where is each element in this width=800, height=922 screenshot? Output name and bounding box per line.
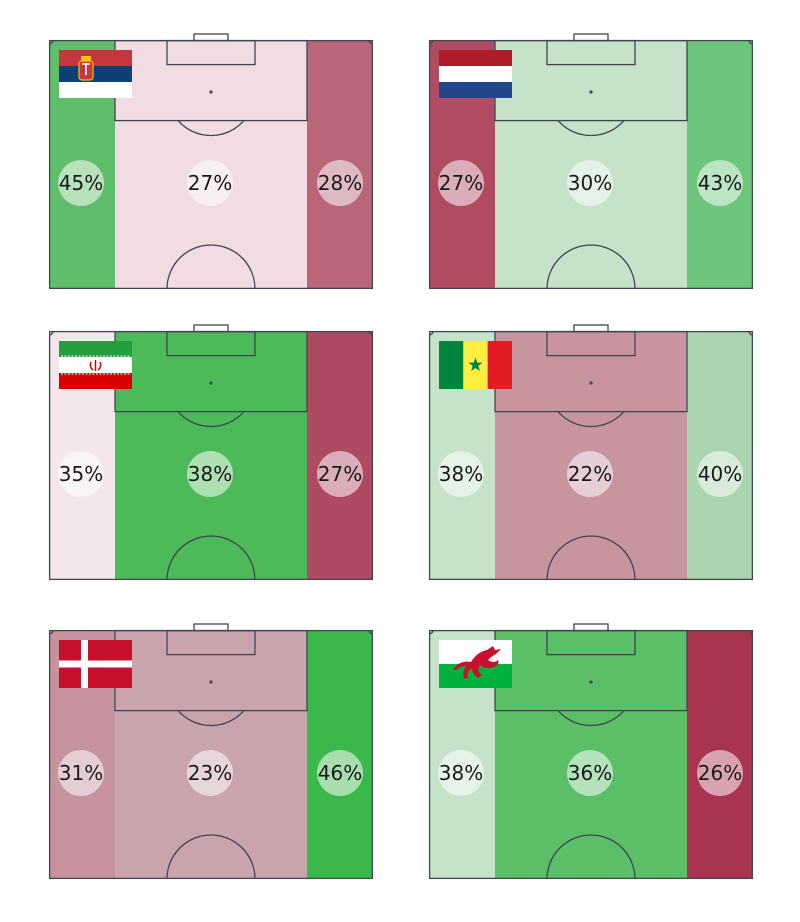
penalty-arc	[557, 120, 625, 137]
value-label-right: 46%	[318, 761, 362, 785]
centre-circle	[546, 535, 636, 581]
value-bubble	[187, 750, 233, 796]
goal	[573, 324, 609, 333]
flag-senegal	[439, 341, 512, 389]
corner-arcs	[48, 40, 374, 45]
corner-arcs	[428, 331, 754, 336]
value-bubble	[58, 160, 104, 206]
dragon-icon	[453, 646, 501, 679]
value-bubble	[187, 160, 233, 206]
goal	[573, 33, 609, 42]
penalty-arc	[557, 411, 625, 428]
value-label-left: 38%	[439, 462, 483, 486]
value-label-center: 38%	[188, 462, 232, 486]
centre-circle	[166, 244, 256, 290]
centre-circle	[546, 834, 636, 880]
centre-circle	[166, 834, 256, 880]
pitch-iran: 35% 38% 27%	[48, 324, 374, 581]
flag-serbia	[59, 50, 132, 98]
value-label-right: 27%	[318, 462, 362, 486]
value-bubble	[438, 160, 484, 206]
value-label-right: 28%	[318, 171, 362, 195]
penalty-spot	[209, 90, 213, 94]
value-label-center: 23%	[188, 761, 232, 785]
penalty-arc	[177, 120, 245, 137]
value-bubble	[567, 750, 613, 796]
value-label-right: 26%	[698, 761, 742, 785]
value-bubble	[187, 451, 233, 497]
penalty-spot	[589, 381, 593, 385]
value-bubble	[58, 451, 104, 497]
flag-denmark	[59, 640, 132, 688]
goal	[193, 324, 229, 333]
penalty-arc	[177, 710, 245, 727]
penalty-spot	[209, 381, 213, 385]
flag-wales	[439, 640, 512, 688]
value-label-left: 38%	[439, 761, 483, 785]
value-label-center: 30%	[568, 171, 612, 195]
value-label-left: 45%	[59, 171, 103, 195]
corner-arcs	[428, 40, 754, 45]
goal	[193, 33, 229, 42]
pitch-serbia: 45% 27% 28%	[48, 33, 374, 290]
centre-circle	[546, 244, 636, 290]
value-bubble	[317, 451, 363, 497]
pitch-netherlands: 27% 30% 43%	[428, 33, 754, 290]
pitch-senegal: 38% 22% 40%	[428, 324, 754, 581]
value-label-left: 35%	[59, 462, 103, 486]
value-bubble	[317, 160, 363, 206]
penalty-spot	[209, 680, 213, 684]
flag-iran	[59, 341, 132, 389]
value-bubble	[567, 160, 613, 206]
flag-netherlands	[439, 50, 512, 98]
star-icon	[468, 357, 483, 372]
value-bubble	[697, 160, 743, 206]
value-bubble	[58, 750, 104, 796]
penalty-arc	[177, 411, 245, 428]
value-label-left: 31%	[59, 761, 103, 785]
centre-circle	[166, 535, 256, 581]
value-label-right: 43%	[698, 171, 742, 195]
value-label-right: 40%	[698, 462, 742, 486]
pitch-markings	[428, 33, 754, 290]
corner-arcs	[48, 331, 374, 336]
penalty-arc	[557, 710, 625, 727]
goal	[193, 623, 229, 632]
corner-arcs	[48, 630, 374, 635]
penalty-spot	[589, 90, 593, 94]
pitch-denmark: 31% 23% 46%	[48, 623, 374, 880]
value-label-center: 22%	[568, 462, 612, 486]
value-bubble	[317, 750, 363, 796]
value-bubble	[438, 451, 484, 497]
pitch-markings	[48, 324, 374, 581]
penalty-spot	[589, 680, 593, 684]
value-bubble	[697, 451, 743, 497]
pitch-markings	[48, 33, 374, 290]
value-bubble	[567, 451, 613, 497]
value-label-center: 27%	[188, 171, 232, 195]
value-bubble	[697, 750, 743, 796]
value-label-left: 27%	[439, 171, 483, 195]
goal	[573, 623, 609, 632]
value-bubble	[438, 750, 484, 796]
corner-arcs	[428, 630, 754, 635]
pitch-wales: 38% 36% 26%	[428, 623, 754, 880]
value-label-center: 36%	[568, 761, 612, 785]
pitch-markings	[428, 324, 754, 581]
